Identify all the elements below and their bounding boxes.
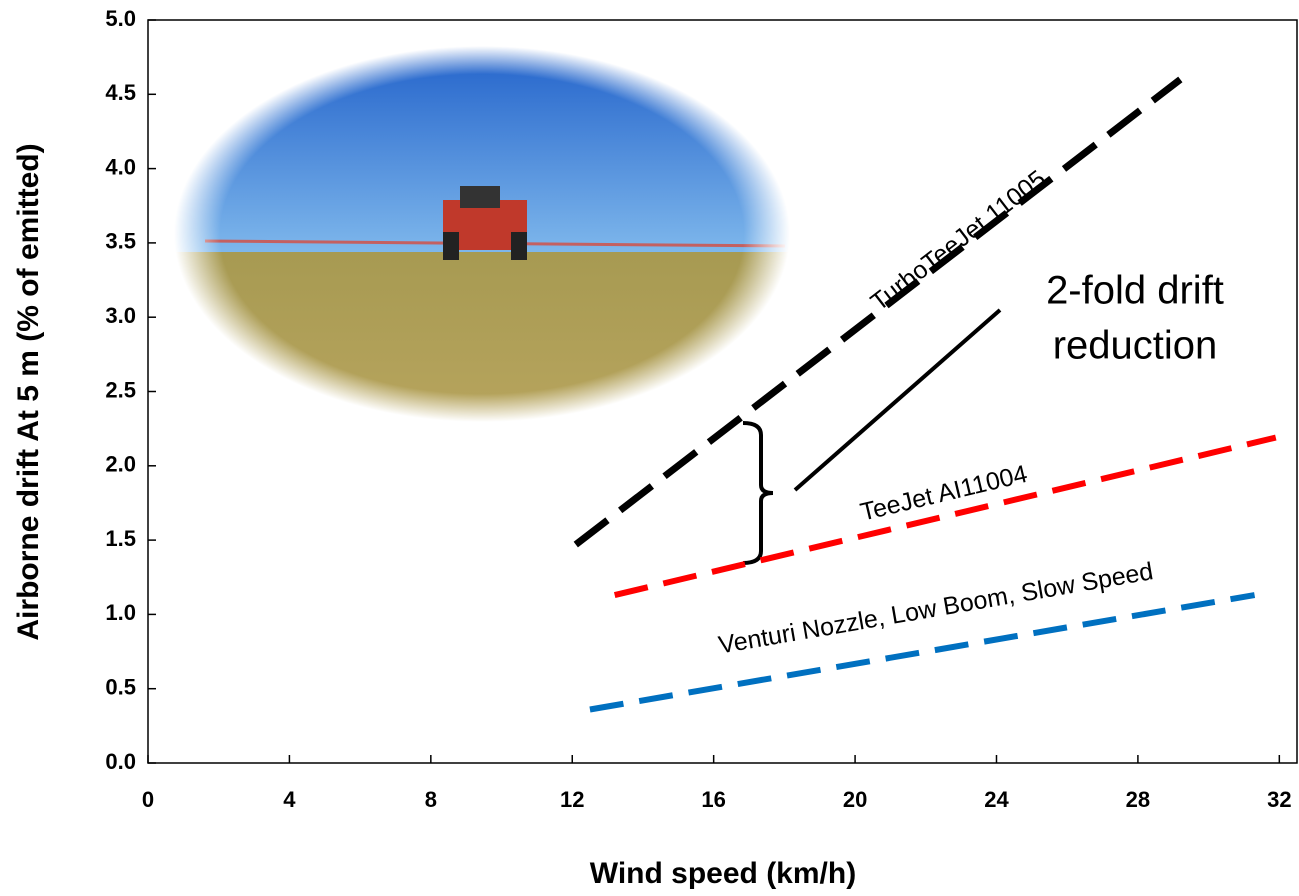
annotation: 2-fold drift (1046, 269, 1224, 313)
y-tick-label: 0.0 (105, 749, 136, 774)
y-tick-label: 1.0 (105, 600, 136, 625)
series-line (573, 76, 1183, 548)
y-axis-label: Airborne drift At 5 m (% of emitted) (12, 143, 45, 640)
x-tick-label: 20 (843, 787, 867, 812)
x-tick-label: 32 (1267, 787, 1291, 812)
axes: 0 4 8 12 16 20 24 28 32 0.0 0.5 1.0 1.5 2.0 2.5 3.0 3.5 4… (105, 6, 1298, 812)
x-axis-label: Wind speed (km/h) (590, 857, 856, 890)
series-line (613, 434, 1277, 599)
series-line (589, 592, 1256, 713)
y-tick-label: 2.5 (105, 377, 136, 402)
x-tick-label: 8 (425, 787, 437, 812)
series-label: TurboTeeJet 11005 (866, 165, 1052, 317)
x-tick-label: 12 (560, 787, 584, 812)
x-tick-label: 28 (1126, 787, 1150, 812)
pointer-line (793, 308, 1002, 492)
y-tick-label: 4.5 (105, 80, 136, 105)
x-tick-label: 0 (142, 787, 154, 812)
y-tick-label: 3.5 (105, 229, 136, 254)
y-tick-label: 4.0 (105, 154, 136, 179)
x-tick-label: 24 (984, 787, 1009, 812)
series-label: Venturi Nozzle, Low Boom, Slow Speed (716, 557, 1155, 659)
y-tick-label: 5.0 (105, 6, 136, 31)
y-tick-label: 3.0 (105, 303, 136, 328)
photo (170, 40, 800, 432)
y-tick-label: 0.5 (105, 675, 136, 700)
x-tick-label: 4 (283, 787, 296, 812)
y-tick-label: 2.0 (105, 452, 136, 477)
series-label: TeeJet AI11004 (858, 460, 1030, 527)
bracket (742, 421, 774, 565)
x-tick-label: 16 (701, 787, 725, 812)
annotation: reduction (1053, 324, 1218, 368)
y-tick-label: 1.5 (105, 526, 136, 551)
